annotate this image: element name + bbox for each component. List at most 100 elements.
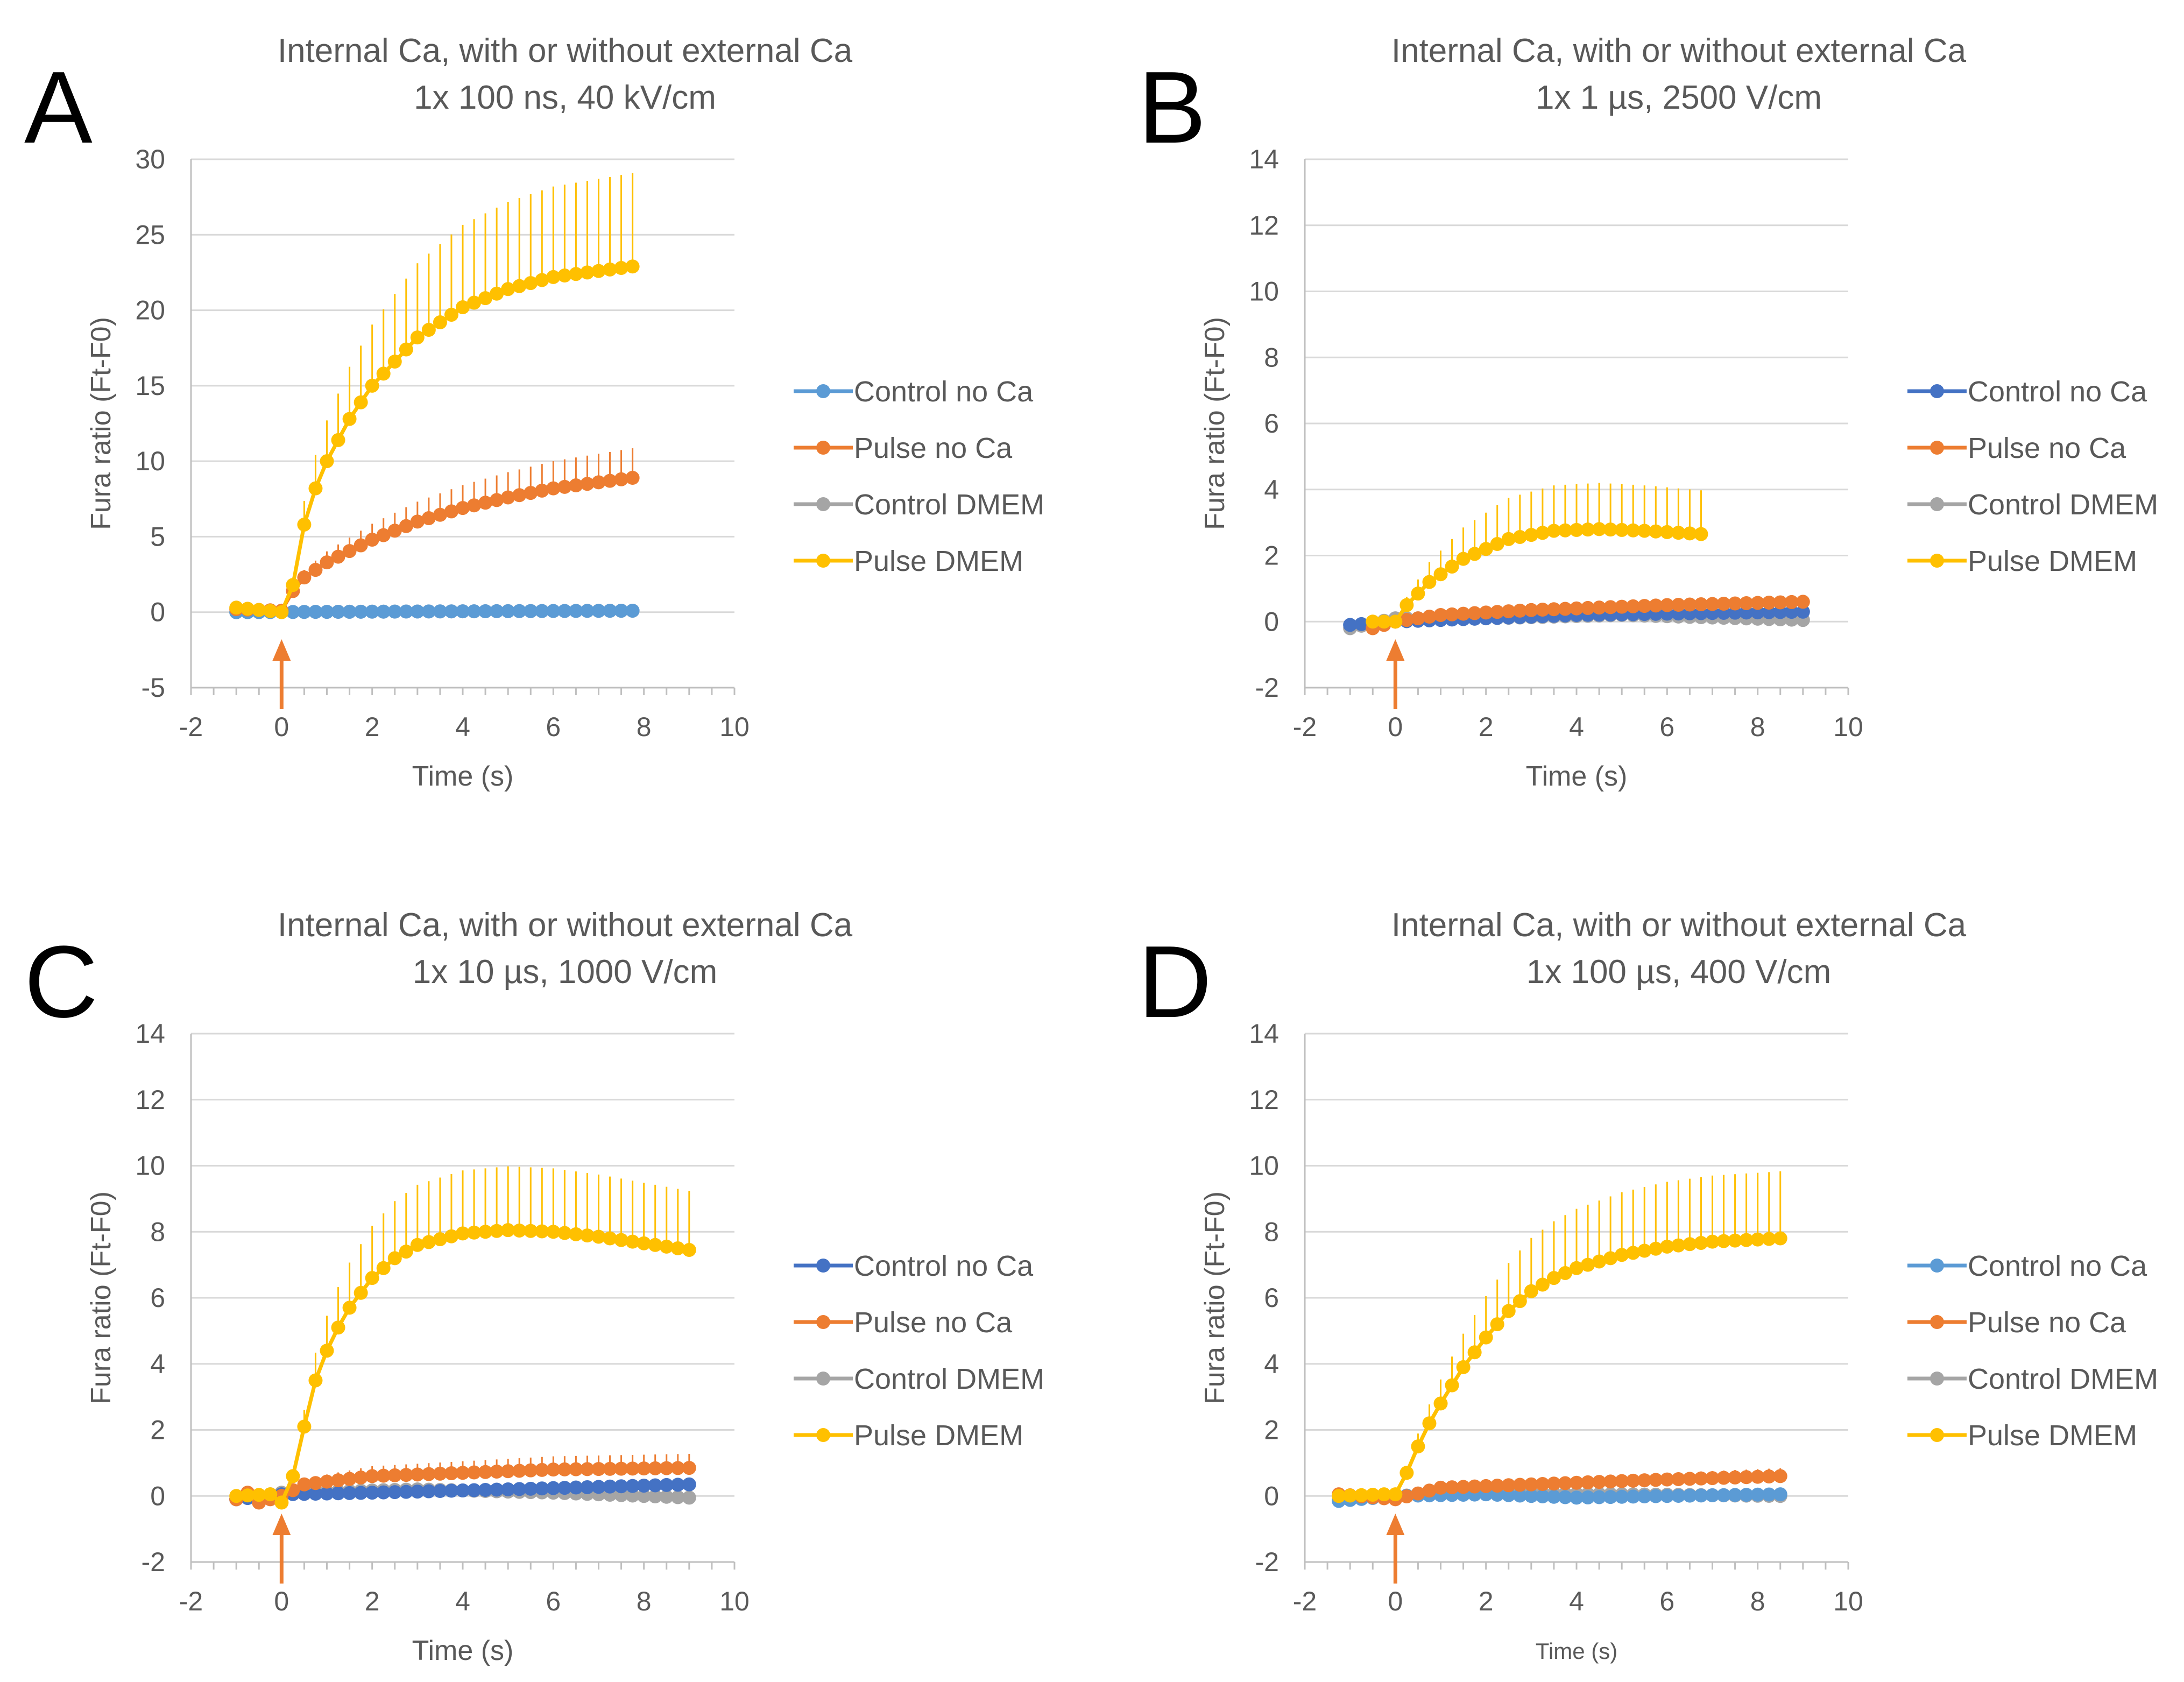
data-point xyxy=(1546,602,1561,617)
x-tick-label: 0 xyxy=(1388,712,1403,742)
data-point xyxy=(1626,1473,1641,1488)
data-point xyxy=(308,1373,323,1388)
data-point xyxy=(1524,1284,1538,1298)
chart-panel-a: A Internal Ca, with or without external C… xyxy=(24,32,1044,792)
legend: Control no Ca Pulse no Ca Control DMEM Puls… xyxy=(794,1250,1044,1452)
x-axis-title: Time (s) xyxy=(412,1635,514,1666)
x-tick-label: 8 xyxy=(637,712,652,742)
data-point xyxy=(399,1245,413,1259)
data-point xyxy=(1728,596,1742,611)
data-point xyxy=(342,412,357,426)
data-point xyxy=(569,267,583,281)
data-point xyxy=(1467,1345,1482,1360)
data-point xyxy=(1467,1479,1482,1494)
legend-label: Control no Ca xyxy=(1968,376,2147,408)
chart-panel-b: B Internal Ca, with or without external C… xyxy=(1138,32,2158,792)
data-point xyxy=(682,1243,696,1257)
data-point xyxy=(421,323,436,337)
data-point xyxy=(1694,1488,1708,1503)
data-point xyxy=(241,1488,255,1503)
y-tick-label: 12 xyxy=(1249,1085,1279,1115)
data-point xyxy=(1524,1477,1538,1492)
data-point xyxy=(331,1320,345,1335)
y-tick-label: 20 xyxy=(135,295,165,326)
data-point xyxy=(263,604,278,618)
pulse-arrow xyxy=(272,1514,291,1584)
data-point xyxy=(1546,1489,1561,1504)
data-point xyxy=(399,1468,413,1482)
data-point xyxy=(670,1490,685,1504)
data-point xyxy=(648,1478,662,1493)
pulse-arrow-head xyxy=(272,1514,291,1535)
chart-subtitle: 1x 1 µs, 2500 V/cm xyxy=(1536,79,1822,116)
chart-title: Internal Ca, with or without external Ca xyxy=(278,32,853,69)
data-point xyxy=(535,604,549,618)
data-point xyxy=(1683,1237,1697,1252)
data-point xyxy=(1445,607,1459,621)
data-point xyxy=(1490,605,1504,619)
data-point xyxy=(648,1461,662,1475)
data-point xyxy=(637,1479,651,1493)
data-point xyxy=(320,1344,334,1358)
pulse-arrow xyxy=(1386,1514,1405,1584)
chart-panel-d: D Internal Ca, with or without external C… xyxy=(1138,907,2158,1664)
legend-label: Control no Ca xyxy=(854,1250,1034,1282)
x-tick-label: 0 xyxy=(274,712,289,742)
data-point xyxy=(591,1229,606,1244)
data-point xyxy=(478,291,493,306)
legend-item: Control no Ca xyxy=(1907,1250,2147,1282)
data-point xyxy=(603,473,617,488)
legend-label: Pulse no Ca xyxy=(854,432,1013,464)
y-tick-label: 12 xyxy=(1249,210,1279,241)
data-point xyxy=(1739,596,1754,610)
data-point xyxy=(387,1468,402,1482)
data-point xyxy=(229,1489,244,1503)
legend-label: Pulse no Ca xyxy=(1968,432,2126,464)
data-point xyxy=(1366,1487,1380,1502)
data-point xyxy=(546,270,561,284)
x-tick-label: -2 xyxy=(179,1586,203,1616)
data-point xyxy=(410,1238,425,1252)
data-point xyxy=(490,286,504,301)
data-point xyxy=(433,604,447,619)
data-point xyxy=(1501,604,1516,619)
data-point xyxy=(1784,605,1799,619)
data-point xyxy=(1750,1487,1765,1502)
data-point xyxy=(456,1226,470,1241)
data-point xyxy=(512,1482,527,1496)
data-point xyxy=(603,1231,617,1246)
data-point xyxy=(456,300,470,314)
data-point xyxy=(1592,600,1607,615)
legend-label: Control no Ca xyxy=(854,376,1034,408)
data-point xyxy=(1592,1490,1607,1504)
data-point xyxy=(1535,1489,1550,1504)
data-point xyxy=(1512,603,1527,618)
data-point xyxy=(421,1235,436,1249)
y-axis-title: Fura ratio (Ft-F0) xyxy=(1199,1191,1231,1404)
legend-item: Pulse no Ca xyxy=(794,432,1013,464)
legend-item: Control DMEM xyxy=(794,489,1044,521)
data-point xyxy=(1524,1489,1538,1503)
data-point xyxy=(1694,527,1708,541)
data-point xyxy=(659,1489,674,1504)
data-point xyxy=(648,1489,662,1504)
data-point xyxy=(591,1462,606,1476)
data-point xyxy=(670,1241,685,1255)
data-point xyxy=(569,478,583,493)
data-point xyxy=(1581,1257,1595,1272)
data-point xyxy=(557,268,572,283)
data-point xyxy=(365,533,379,547)
data-point xyxy=(1626,1246,1641,1260)
data-point xyxy=(1433,607,1448,622)
data-point xyxy=(376,528,391,542)
x-tick-label: 6 xyxy=(1659,1586,1674,1616)
data-point xyxy=(1479,605,1493,620)
data-point xyxy=(320,1474,334,1489)
data-point xyxy=(512,1464,527,1478)
pulse-arrow-head xyxy=(1386,639,1405,661)
data-point xyxy=(546,1481,561,1495)
data-point xyxy=(614,1479,628,1494)
x-tick-label: 10 xyxy=(1833,712,1863,742)
data-point xyxy=(1433,1480,1448,1495)
data-point xyxy=(524,1224,538,1238)
